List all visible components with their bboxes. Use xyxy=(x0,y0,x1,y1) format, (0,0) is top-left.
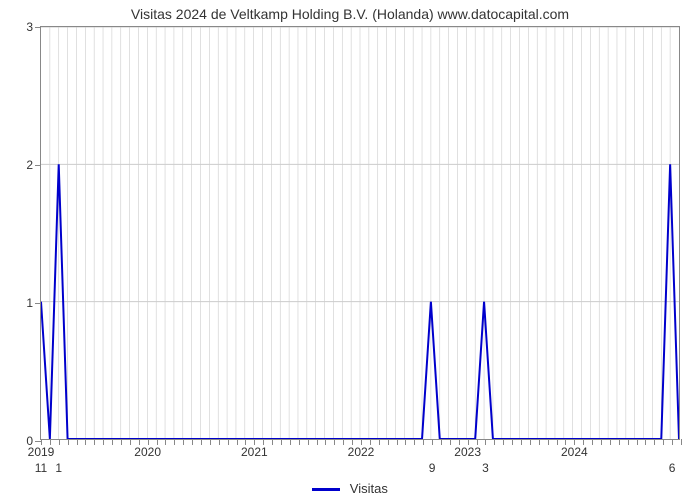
x-minor-tick xyxy=(557,439,558,445)
x-minor-tick xyxy=(165,439,166,445)
x-minor-tick xyxy=(85,439,86,445)
x-minor-tick xyxy=(628,439,629,445)
y-tick-label: 2 xyxy=(26,158,33,172)
chart-title: Visitas 2024 de Veltkamp Holding B.V. (H… xyxy=(0,6,700,22)
x-minor-tick xyxy=(637,439,638,445)
x-minor-tick xyxy=(432,439,433,445)
x-minor-tick xyxy=(237,439,238,445)
x-minor-tick xyxy=(441,439,442,445)
x-minor-tick xyxy=(619,439,620,445)
x-value-label: 9 xyxy=(429,461,436,475)
x-minor-tick xyxy=(663,439,664,445)
y-tick-label: 3 xyxy=(26,20,33,34)
x-minor-tick xyxy=(290,439,291,445)
x-minor-tick xyxy=(645,439,646,445)
x-year-label: 2021 xyxy=(241,445,268,459)
x-value-label: 1 xyxy=(55,461,62,475)
x-minor-tick xyxy=(59,439,60,445)
x-minor-tick xyxy=(485,439,486,445)
x-minor-tick xyxy=(423,439,424,445)
x-year-label: 2019 xyxy=(28,445,55,459)
x-minor-tick xyxy=(592,439,593,445)
x-year-label: 2024 xyxy=(561,445,588,459)
plot-area: 0123201920202021202220232024111936 xyxy=(40,26,680,440)
x-minor-tick xyxy=(94,439,95,445)
y-tick-label: 1 xyxy=(26,296,33,310)
y-tick xyxy=(35,303,41,304)
x-value-label: 6 xyxy=(669,461,676,475)
x-minor-tick xyxy=(503,439,504,445)
x-minor-tick xyxy=(130,439,131,445)
legend-label: Visitas xyxy=(350,481,388,496)
x-minor-tick xyxy=(281,439,282,445)
x-minor-tick xyxy=(192,439,193,445)
y-tick xyxy=(35,27,41,28)
x-minor-tick xyxy=(512,439,513,445)
x-minor-tick xyxy=(68,439,69,445)
x-minor-tick xyxy=(414,439,415,445)
x-minor-tick xyxy=(103,439,104,445)
x-minor-tick xyxy=(174,439,175,445)
x-minor-tick xyxy=(610,439,611,445)
x-minor-tick xyxy=(672,439,673,445)
x-minor-tick xyxy=(681,439,682,445)
x-minor-tick xyxy=(219,439,220,445)
legend-swatch xyxy=(312,488,340,491)
x-year-label: 2020 xyxy=(134,445,161,459)
x-minor-tick xyxy=(308,439,309,445)
x-minor-tick xyxy=(272,439,273,445)
x-minor-tick xyxy=(228,439,229,445)
x-year-label: 2023 xyxy=(454,445,481,459)
x-minor-tick xyxy=(388,439,389,445)
visits-chart: Visitas 2024 de Veltkamp Holding B.V. (H… xyxy=(0,0,700,500)
x-minor-tick xyxy=(405,439,406,445)
x-minor-tick xyxy=(210,439,211,445)
x-minor-tick xyxy=(530,439,531,445)
x-minor-tick xyxy=(379,439,380,445)
x-minor-tick xyxy=(521,439,522,445)
x-minor-tick xyxy=(397,439,398,445)
x-minor-tick xyxy=(77,439,78,445)
x-minor-tick xyxy=(494,439,495,445)
x-minor-tick xyxy=(183,439,184,445)
x-minor-tick xyxy=(299,439,300,445)
data-line xyxy=(41,27,679,439)
x-minor-tick xyxy=(325,439,326,445)
x-minor-tick xyxy=(201,439,202,445)
x-minor-tick xyxy=(548,439,549,445)
x-minor-tick xyxy=(654,439,655,445)
x-minor-tick xyxy=(343,439,344,445)
x-minor-tick xyxy=(450,439,451,445)
x-year-label: 2022 xyxy=(348,445,375,459)
x-minor-tick xyxy=(334,439,335,445)
x-minor-tick xyxy=(121,439,122,445)
y-tick xyxy=(35,165,41,166)
x-minor-tick xyxy=(601,439,602,445)
x-value-label: 3 xyxy=(482,461,489,475)
x-value-label: 11 xyxy=(35,461,47,475)
x-minor-tick xyxy=(112,439,113,445)
x-minor-tick xyxy=(539,439,540,445)
legend: Visitas xyxy=(0,481,700,496)
x-minor-tick xyxy=(317,439,318,445)
